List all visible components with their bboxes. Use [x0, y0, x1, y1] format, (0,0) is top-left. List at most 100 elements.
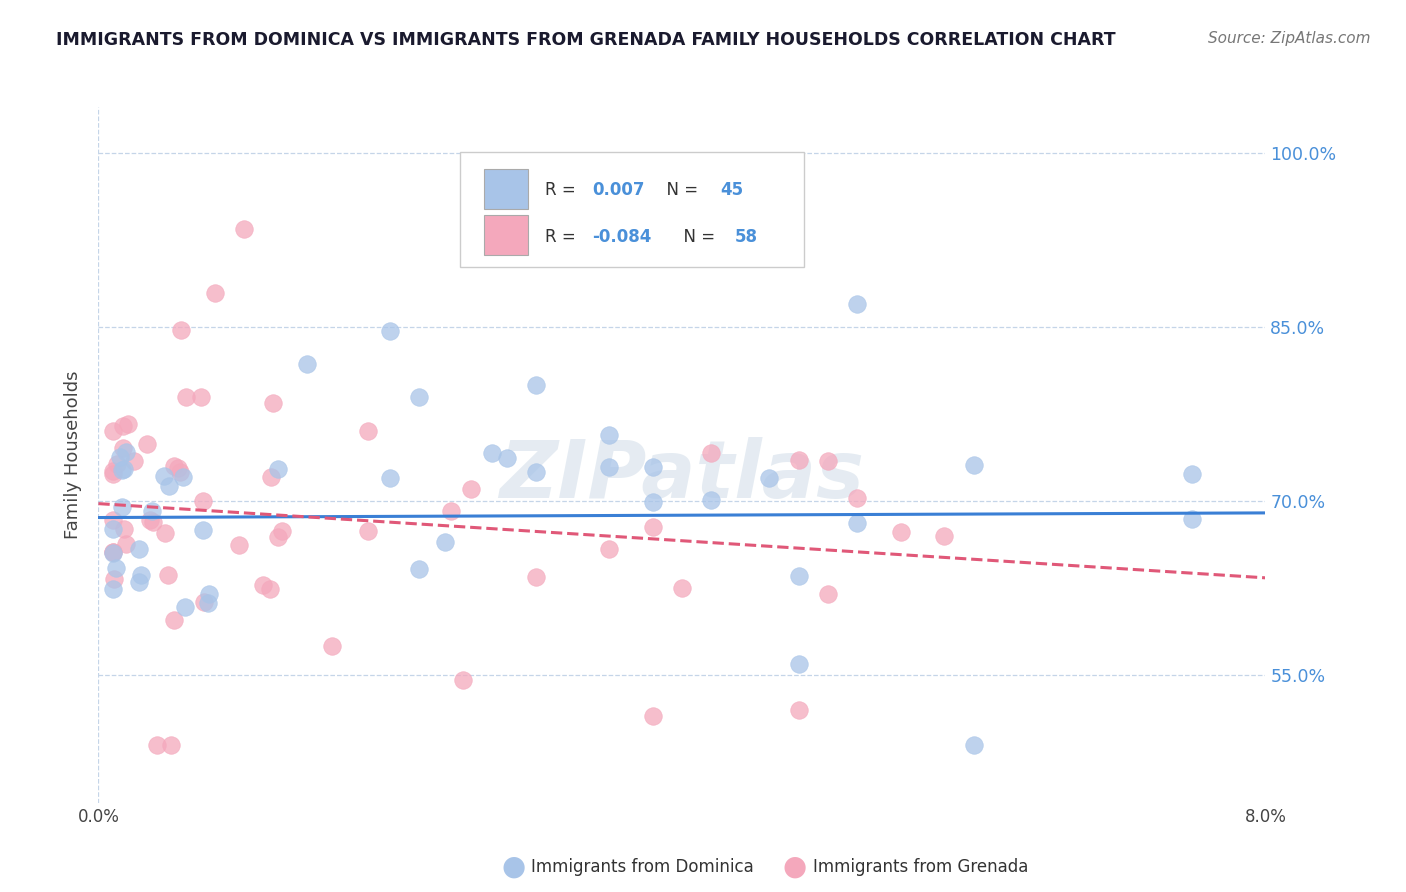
Point	[191, 494, 214, 508]
Text: ZIPatlas: ZIPatlas	[499, 437, 865, 515]
Point	[111, 462, 134, 476]
Point	[112, 522, 135, 536]
Point	[169, 465, 191, 479]
Text: N =: N =	[657, 181, 703, 199]
Point	[845, 516, 868, 530]
Point	[408, 562, 430, 576]
Point	[141, 504, 163, 518]
Point	[101, 424, 124, 438]
Point	[1181, 511, 1204, 525]
Point	[190, 390, 212, 404]
Point	[135, 436, 157, 450]
Text: ●: ●	[782, 853, 807, 881]
Point	[101, 522, 124, 536]
Point	[267, 462, 290, 476]
Point	[787, 657, 810, 671]
Point	[434, 534, 457, 549]
Point	[524, 465, 547, 479]
Point	[111, 500, 134, 514]
Point	[700, 492, 723, 507]
Point	[262, 396, 284, 410]
Point	[159, 479, 181, 493]
Point	[101, 545, 124, 559]
Point	[259, 582, 281, 597]
Point	[890, 524, 912, 539]
Text: Immigrants from Grenada: Immigrants from Grenada	[813, 858, 1028, 876]
Point	[104, 560, 127, 574]
Point	[962, 458, 984, 472]
Point	[460, 482, 482, 496]
Point	[115, 445, 138, 459]
Point	[105, 457, 128, 471]
Point	[197, 596, 219, 610]
Point	[641, 708, 664, 723]
Point	[129, 567, 152, 582]
Point	[193, 594, 215, 608]
Point	[101, 545, 124, 559]
Point	[174, 599, 197, 614]
Point	[481, 446, 503, 460]
Point	[117, 417, 139, 431]
Point	[787, 452, 810, 467]
Point	[845, 297, 868, 311]
Point	[114, 537, 136, 551]
Text: Immigrants from Dominica: Immigrants from Dominica	[531, 858, 754, 876]
Point	[671, 582, 693, 596]
Point	[321, 639, 343, 653]
Point	[357, 425, 380, 439]
Text: IMMIGRANTS FROM DOMINICA VS IMMIGRANTS FROM GRENADA FAMILY HOUSEHOLDS CORRELATIO: IMMIGRANTS FROM DOMINICA VS IMMIGRANTS F…	[56, 31, 1116, 49]
Point	[103, 572, 125, 586]
Text: 45: 45	[720, 181, 744, 199]
Point	[700, 446, 723, 460]
Point	[233, 222, 256, 236]
Point	[758, 471, 780, 485]
Point	[641, 459, 664, 474]
Point	[174, 390, 197, 404]
Point	[160, 738, 183, 752]
Point	[172, 469, 194, 483]
Point	[163, 613, 186, 627]
Point	[191, 523, 214, 537]
Point	[156, 568, 179, 582]
Point	[110, 450, 132, 465]
Point	[163, 459, 186, 474]
Point	[641, 520, 664, 534]
Point	[228, 538, 250, 552]
FancyBboxPatch shape	[484, 215, 527, 255]
Point	[153, 468, 176, 483]
Point	[378, 471, 402, 485]
Point	[101, 467, 124, 481]
FancyBboxPatch shape	[484, 169, 527, 210]
Point	[128, 574, 150, 589]
Text: N =: N =	[672, 228, 720, 246]
Point	[101, 582, 124, 596]
Text: 0.007: 0.007	[592, 181, 644, 199]
Point	[153, 525, 176, 540]
Point	[111, 418, 134, 433]
Point	[440, 504, 463, 518]
Point	[496, 450, 519, 465]
Point	[845, 491, 868, 505]
Point	[598, 428, 620, 442]
FancyBboxPatch shape	[460, 153, 804, 267]
Point	[128, 541, 150, 556]
Point	[111, 442, 134, 456]
Point	[204, 285, 226, 300]
Point	[408, 390, 430, 404]
Point	[787, 569, 810, 583]
Point	[101, 512, 124, 526]
Text: R =: R =	[546, 181, 581, 199]
Point	[524, 570, 547, 584]
Text: ●: ●	[501, 853, 526, 881]
Point	[139, 513, 162, 527]
Point	[378, 324, 402, 338]
Point	[198, 587, 221, 601]
Point	[357, 524, 380, 538]
Point	[962, 738, 984, 752]
Point	[260, 470, 283, 484]
Point	[1181, 467, 1204, 482]
Text: R =: R =	[546, 228, 581, 246]
Point	[167, 461, 190, 475]
Point	[598, 459, 620, 474]
Point	[787, 703, 810, 717]
